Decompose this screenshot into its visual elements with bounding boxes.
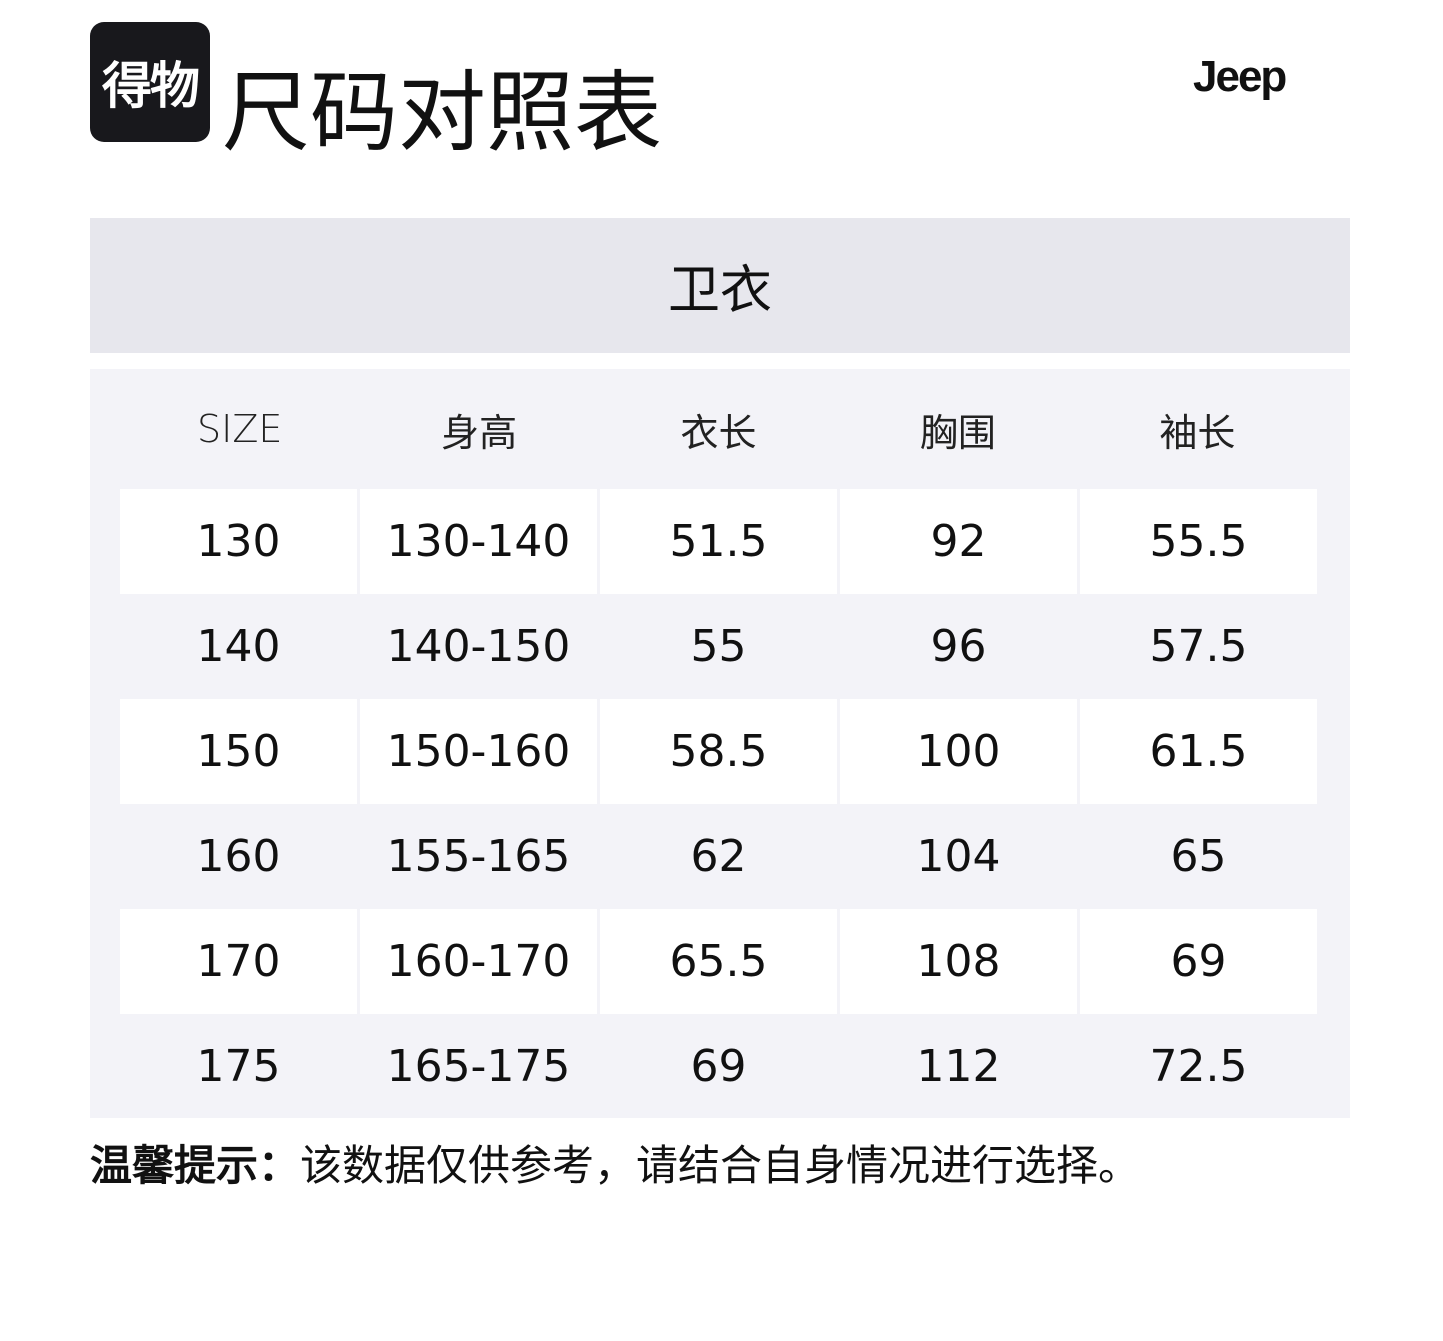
table-cell: 55.5 xyxy=(1080,489,1317,594)
table-cell: 165-175 xyxy=(386,1041,571,1092)
table-cell: 65.5 xyxy=(600,909,837,1014)
table-cell: 130-140 xyxy=(360,489,597,594)
tip-body: 该数据仅供参考，请结合自身情况进行选择。 xyxy=(300,1141,1141,1190)
table-cell: 100 xyxy=(840,699,1077,804)
table-row: 150 150-160 58.5 100 61.5 xyxy=(120,699,1320,804)
table-cell: 160 xyxy=(196,831,281,882)
tip-text: 温馨提示：该数据仅供参考，请结合自身情况进行选择。 xyxy=(90,1138,1140,1194)
table-cell: 108 xyxy=(840,909,1077,1014)
table-cell: 170 xyxy=(120,909,357,1014)
dewu-logo: 得物 xyxy=(90,22,210,142)
table-cell: 104 xyxy=(916,831,1001,882)
category-label: 卫衣 xyxy=(667,261,772,321)
table-cell: 155-165 xyxy=(386,831,571,882)
table-row: 175 165-175 69 112 72.5 xyxy=(120,1014,1320,1119)
tip-label: 温馨提示： xyxy=(90,1141,301,1190)
table-cell: 160-170 xyxy=(360,909,597,1014)
table-cell: 69 xyxy=(1080,909,1317,1014)
jeep-logo: Jeep xyxy=(1193,52,1287,101)
table-cell: 150-160 xyxy=(360,699,597,804)
table-cell: 150 xyxy=(120,699,357,804)
table-row: 130 130-140 51.5 92 55.5 xyxy=(120,489,1320,594)
table-cell: 130 xyxy=(120,489,357,594)
table-cell: 51.5 xyxy=(600,489,837,594)
table-cell: 55 xyxy=(690,621,747,672)
table-row: 170 160-170 65.5 108 69 xyxy=(120,909,1320,1014)
table-cell: 72.5 xyxy=(1149,1041,1248,1092)
table-cell: 140 xyxy=(196,621,281,672)
table-header-row: SIZE 身高 衣长 胸围 袖长 xyxy=(120,369,1317,489)
header-cell: 衣长 xyxy=(680,410,757,455)
header-cell: 袖长 xyxy=(1159,410,1236,455)
table-cell: 96 xyxy=(930,621,987,672)
size-table: SIZE 身高 衣长 胸围 袖长 130 130-140 51.5 92 55.5 140… xyxy=(90,369,1350,1118)
table-row: 160 155-165 62 104 65 xyxy=(120,804,1320,909)
page-title: 尺码对照表 xyxy=(222,61,663,164)
table-cell: 112 xyxy=(916,1041,1001,1092)
header-cell: SIZE xyxy=(197,407,283,451)
table-cell: 92 xyxy=(840,489,1077,594)
table-cell: 61.5 xyxy=(1080,699,1317,804)
table-cell: 175 xyxy=(196,1041,281,1092)
table-cell: 62 xyxy=(690,831,747,882)
table-cell: 65 xyxy=(1170,831,1227,882)
table-cell: 58.5 xyxy=(600,699,837,804)
header-cell: 身高 xyxy=(441,410,518,455)
table-cell: 140-150 xyxy=(386,621,571,672)
table-row: 140 140-150 55 96 57.5 xyxy=(120,594,1320,699)
table-cell: 69 xyxy=(690,1041,747,1092)
table-cell: 57.5 xyxy=(1149,621,1248,672)
header-cell: 胸围 xyxy=(919,410,996,455)
category-header: 卫衣 xyxy=(90,218,1350,353)
